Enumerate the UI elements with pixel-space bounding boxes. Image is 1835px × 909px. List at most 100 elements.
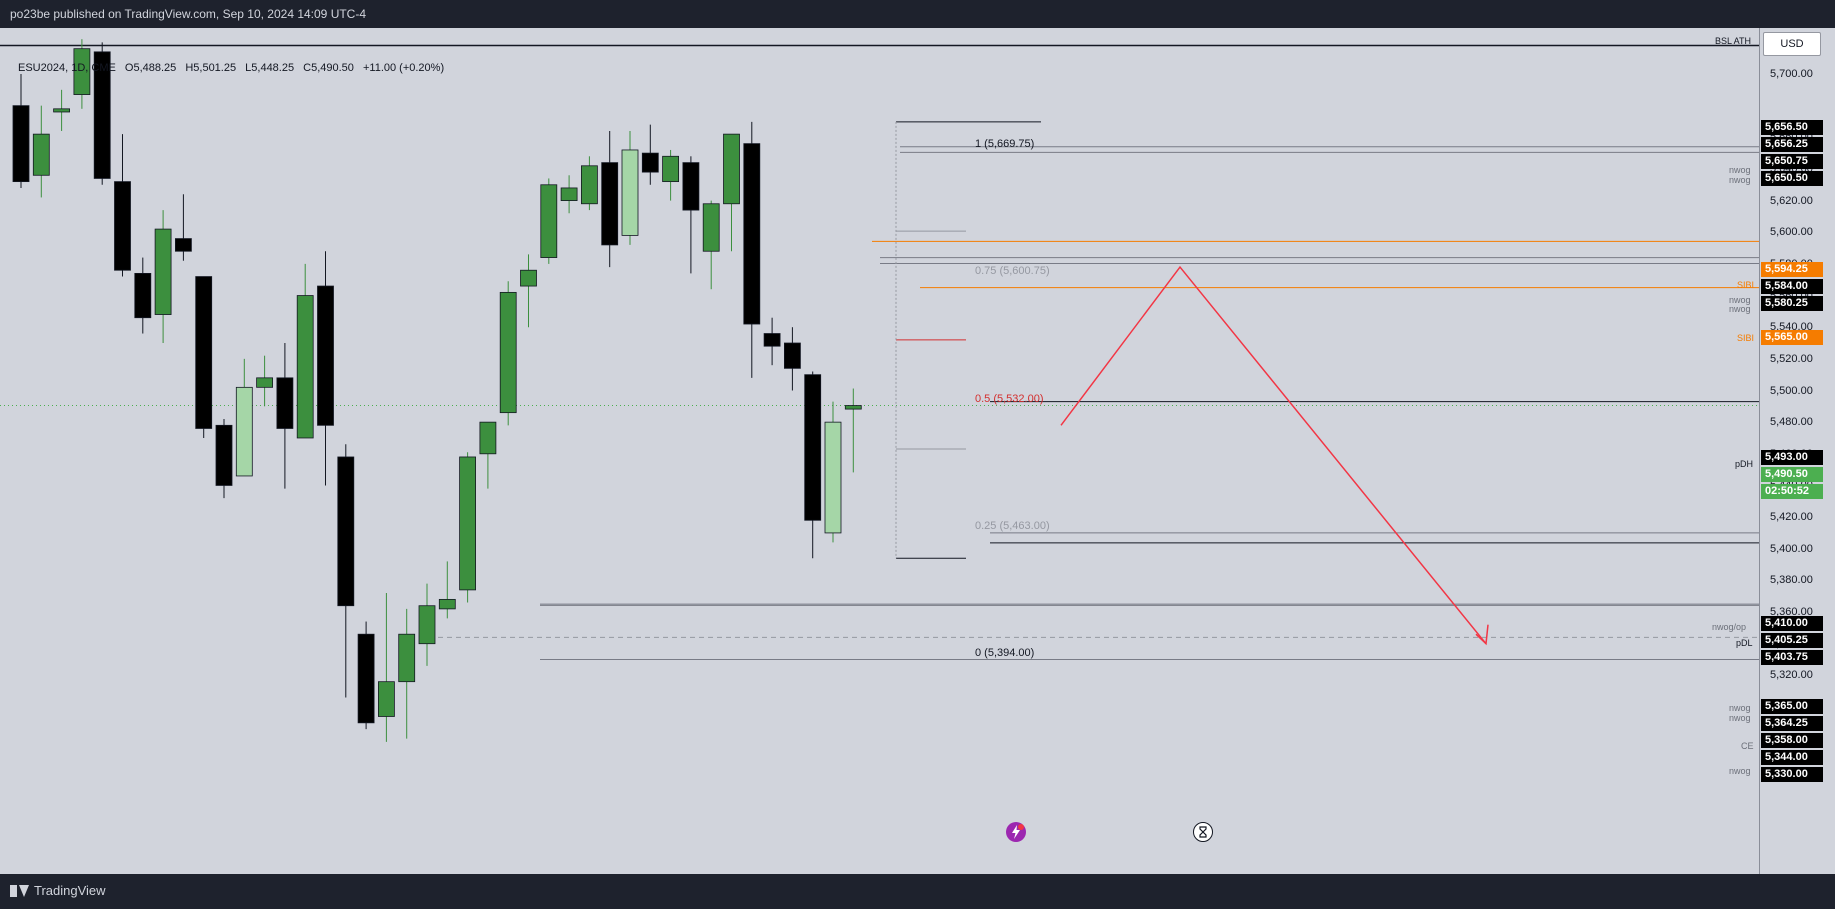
candle-body <box>32 133 50 176</box>
price-tag: 5,656.50 <box>1761 120 1823 135</box>
candle-body <box>662 155 679 183</box>
candle-body <box>154 228 172 315</box>
legend-close: C5,490.50 <box>303 62 354 74</box>
bsl-ath-label: BSL ATH <box>1715 36 1752 46</box>
projection-path <box>1060 265 1487 645</box>
price-tag: 5,594.25 <box>1761 262 1823 277</box>
candle-body <box>682 162 700 211</box>
price-tag: 5,493.00 <box>1761 450 1823 465</box>
candle-body <box>93 51 111 179</box>
price-axis-tick: 5,420.00 <box>1770 511 1813 524</box>
candle-body <box>357 633 375 724</box>
candle-body <box>581 165 598 205</box>
price-axis-tick: 5,620.00 <box>1770 194 1813 207</box>
price-axis-tick: 5,520.00 <box>1770 352 1813 365</box>
candle-body <box>114 181 131 271</box>
nwog-label-3: nwog <box>1729 295 1751 305</box>
price-axis-tick: 5,360.00 <box>1770 606 1813 619</box>
price-tag: 5,565.00 <box>1761 330 1823 345</box>
candle-body <box>174 238 192 252</box>
candle-body <box>499 291 517 414</box>
candle-body <box>398 633 416 683</box>
candle-body <box>641 152 659 173</box>
candle-body <box>804 374 822 521</box>
fib-level-1-label: 1 (5,669.75) <box>975 138 1035 150</box>
sibi-label-1: SIBI <box>1737 280 1755 290</box>
pdh-label: pDH <box>1735 459 1754 469</box>
candle-body <box>723 133 740 205</box>
price-tag: 5,344.00 <box>1761 750 1823 765</box>
price-axis-tick: 5,480.00 <box>1770 416 1813 429</box>
candle-body <box>459 456 477 591</box>
ce-label: CE <box>1741 741 1754 751</box>
fib-level-025-label: 0.25 (5,463.00) <box>975 520 1050 532</box>
price-tag: 5,490.50 <box>1761 467 1823 482</box>
price-tag: 5,580.25 <box>1761 296 1823 311</box>
price-chart-canvas[interactable] <box>0 28 1759 846</box>
tradingview-brand-text: TradingView <box>34 883 106 898</box>
candle-body <box>337 456 355 607</box>
price-tag: 5,364.25 <box>1761 716 1823 731</box>
footer-bar: TradingView <box>0 874 1835 909</box>
fib-level-075-label: 0.75 (5,600.75) <box>975 265 1050 277</box>
candle-body <box>743 143 761 325</box>
legend-low: L5,448.25 <box>245 62 295 74</box>
candle-body <box>276 377 294 429</box>
price-tag: 5,650.75 <box>1761 154 1823 169</box>
candle-body <box>560 187 578 202</box>
price-axis-tick: 5,380.00 <box>1770 574 1813 587</box>
candle-body <box>296 295 314 439</box>
candle-body <box>540 184 558 258</box>
publish-header: po23be published on TradingView.com, Sep… <box>0 0 1835 28</box>
price-tag: 5,410.00 <box>1761 616 1823 631</box>
symbol-legend: ESU2024, 1D, CME O5,488.25 H5,501.25 L5,… <box>18 62 450 74</box>
price-tag: 5,403.75 <box>1761 650 1823 665</box>
tradingview-logo[interactable]: TradingView <box>10 883 106 898</box>
price-tag: 5,405.25 <box>1761 633 1823 648</box>
timer-icon[interactable] <box>1193 822 1213 842</box>
candle-body <box>824 421 842 534</box>
candle-body <box>621 149 639 236</box>
price-tag: 02:50:52 <box>1761 484 1823 499</box>
price-tag: 5,358.00 <box>1761 733 1823 748</box>
legend-change: +11.00 (+0.20%) <box>362 62 445 74</box>
legend-high: H5,501.25 <box>185 62 237 74</box>
candle-body <box>601 162 619 246</box>
candle-body <box>702 203 720 252</box>
price-axis-tick: 5,700.00 <box>1770 68 1813 80</box>
nwog-op-label: nwog/op <box>1712 622 1747 632</box>
candle-body <box>53 108 70 113</box>
candle-body <box>784 342 801 369</box>
price-tag: 5,330.00 <box>1761 767 1823 782</box>
pdl-label: pDL <box>1736 638 1753 648</box>
candle-body <box>520 269 537 287</box>
candle-body <box>215 424 233 486</box>
price-axis-tick: 5,500.00 <box>1770 384 1813 397</box>
nwog-label-1: nwog <box>1729 165 1751 175</box>
price-axis-tick: 5,600.00 <box>1770 226 1813 239</box>
event-lightning-icon[interactable] <box>1006 822 1026 842</box>
nwog-label-7: nwog <box>1729 766 1751 776</box>
chart-area[interactable]: ESU2024, 1D, CME O5,488.25 H5,501.25 L5,… <box>0 28 1835 902</box>
price-tag: 5,650.50 <box>1761 171 1823 186</box>
candle-body <box>438 598 456 610</box>
candle-body <box>134 272 152 319</box>
candle-body <box>195 276 213 429</box>
sibi-label-2: SIBI <box>1737 333 1755 343</box>
price-axis-tick: 5,320.00 <box>1770 669 1813 682</box>
candle-body <box>763 333 781 347</box>
price-axis-tick: 5,400.00 <box>1770 542 1813 555</box>
price-tag: 5,365.00 <box>1761 699 1823 714</box>
nwog-label-4: nwog <box>1729 304 1751 314</box>
candle-body <box>73 48 91 95</box>
candle-body <box>235 386 253 477</box>
currency-selector[interactable]: USD <box>1763 32 1821 56</box>
fib-level-05-label: 0.5 (5,532.00) <box>975 393 1044 405</box>
nwog-label-5: nwog <box>1729 703 1751 713</box>
candle-body <box>377 681 395 717</box>
candle-body <box>12 105 30 183</box>
nwog-label-6: nwog <box>1729 713 1751 723</box>
legend-symbol: ESU2024, 1D, CME <box>18 62 116 74</box>
nwog-label-2: nwog <box>1729 175 1751 185</box>
candle-body <box>317 285 334 426</box>
